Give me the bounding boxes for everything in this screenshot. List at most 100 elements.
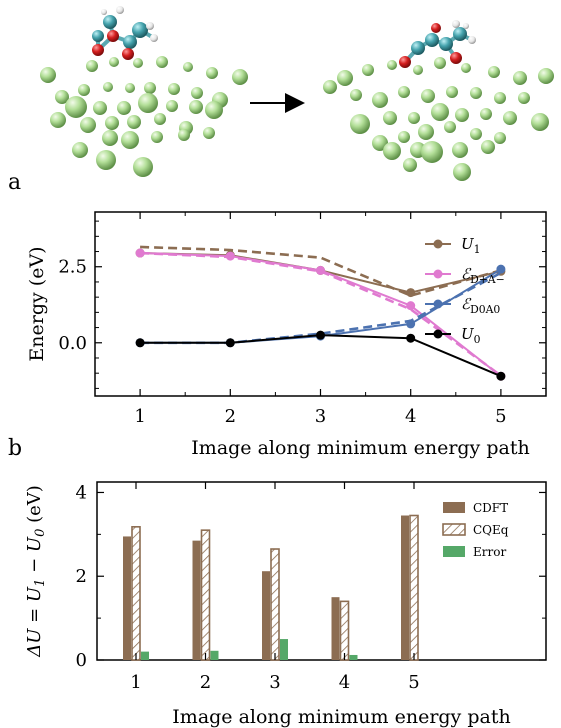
bar-cqeq [339, 600, 350, 661]
molecule-atom [92, 30, 104, 42]
legend-swatch [442, 523, 466, 536]
green-atom [125, 83, 135, 93]
green-atom [183, 62, 193, 72]
green-atom [372, 92, 388, 108]
green-atom [513, 71, 527, 85]
green-atom [453, 163, 471, 181]
molecule-atom [463, 23, 469, 29]
green-atom [80, 117, 96, 133]
bar-cqeq [131, 526, 141, 661]
green-atom [398, 86, 410, 98]
y-tick-label: 0 [76, 650, 87, 671]
green-atom [178, 129, 190, 141]
legend-label: U0 [461, 325, 481, 346]
green-atom [156, 56, 168, 68]
series-point [225, 338, 235, 348]
molecule-atom [101, 9, 107, 15]
legend-label: U1 [461, 235, 481, 256]
green-atom [444, 121, 456, 133]
green-atom [538, 68, 554, 84]
green-atom [72, 142, 88, 158]
green-atom [431, 103, 449, 121]
green-atom [205, 101, 223, 119]
molecule-atom [123, 35, 137, 49]
green-atom [413, 65, 423, 75]
energy-line-chart: 1 2 3 4 5 0.0 2.5 U1 ℰD+A− ℰD0A0 U0 Image along min… [26, 211, 547, 459]
molecule-atom [425, 33, 439, 47]
green-atom [494, 132, 506, 144]
bar-cdft [331, 597, 340, 660]
green-atom [488, 66, 500, 78]
bar-error [141, 651, 149, 660]
green-atom [151, 131, 163, 143]
bar-cqeq [270, 548, 280, 661]
green-atom [446, 86, 458, 98]
green-atom [121, 131, 139, 149]
molecule-atom [92, 44, 104, 56]
green-atom [481, 140, 495, 154]
bar-cdft [262, 571, 270, 660]
legend-label: Error [473, 545, 506, 559]
y-tick-label: 0.0 [58, 333, 87, 354]
series-point [496, 371, 506, 381]
x-tick-label: 2 [225, 406, 236, 427]
molecule-illustration [40, 6, 554, 181]
green-atom [50, 112, 66, 128]
y-tick-label: 2 [76, 566, 87, 587]
green-atom [166, 100, 178, 112]
green-atom [65, 96, 87, 118]
green-atom [470, 128, 482, 140]
x-axis-label: Image along minimum energy path [191, 437, 529, 459]
energy-gap-bar-chart: 1 2 3 4 5 0 2 4 CDFT CQEq Error Image along minimum… [24, 481, 547, 728]
green-atom [109, 57, 119, 67]
series-dashed-line [140, 245, 502, 298]
molecule-atom [132, 22, 148, 38]
green-atom [189, 100, 203, 114]
x-axis-label: Image along minimum energy path [172, 706, 510, 728]
green-atom [133, 157, 153, 177]
green-atom [387, 60, 397, 70]
series-point [316, 330, 325, 340]
molecule-atom [399, 56, 411, 68]
green-atom [144, 82, 156, 94]
molecule-atom [103, 15, 117, 29]
bar-error [349, 654, 358, 660]
green-atom [78, 84, 90, 96]
molecule-atom [107, 30, 119, 42]
green-atom [203, 127, 215, 139]
molecule-atom [116, 6, 124, 14]
molecule-atom [450, 52, 462, 64]
legend-marker [433, 269, 443, 279]
x-tick-label: 5 [408, 672, 419, 693]
green-atom [418, 124, 434, 140]
x-tick-label: 1 [134, 406, 145, 427]
series-point [406, 288, 416, 298]
bar-error [280, 639, 288, 660]
green-atom [127, 115, 141, 129]
green-atom [383, 142, 401, 160]
series-point [406, 333, 416, 343]
series-point [406, 319, 416, 329]
bar-cdft [192, 540, 201, 660]
green-atom [362, 64, 374, 76]
green-atom [350, 114, 370, 134]
x-tick-label: 5 [495, 406, 506, 427]
green-atom [133, 58, 143, 68]
x-tick-label: 4 [339, 672, 350, 693]
series-point [225, 251, 235, 261]
green-atom [86, 60, 98, 72]
green-atom [518, 92, 530, 104]
green-atom [455, 108, 469, 122]
legend-marker [433, 329, 443, 339]
bar-cqeq [200, 529, 211, 661]
green-atom [337, 70, 353, 86]
legend-swatch [443, 502, 465, 513]
molecule-atom [439, 37, 453, 51]
green-atom [103, 82, 113, 92]
legend-label: ℰD+A− [461, 265, 505, 286]
molecule-atom [411, 41, 425, 55]
reaction-arrow [250, 93, 305, 113]
bar-cdft [123, 536, 131, 660]
y-tick-label: 2.5 [58, 257, 87, 278]
